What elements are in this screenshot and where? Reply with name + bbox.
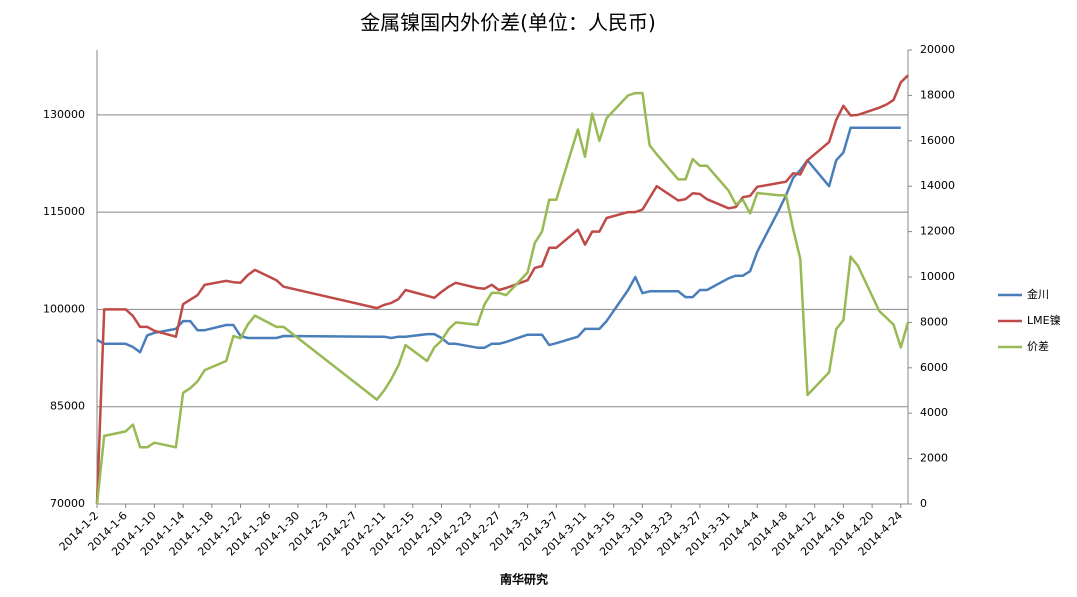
y2-tick-label: 12000: [920, 225, 955, 238]
x-axis-label: 南华研究: [500, 572, 548, 587]
y-tick-label: 100000: [43, 302, 85, 315]
y2-tick-label: 18000: [920, 88, 955, 101]
y2-tick-label: 6000: [920, 361, 948, 374]
y2-tick-label: 2000: [920, 452, 948, 465]
legend-label: LME镍: [1027, 313, 1061, 327]
y-tick-label: 115000: [43, 205, 85, 218]
y-tick-label: 85000: [50, 400, 85, 413]
y2-tick-label: 14000: [920, 179, 955, 192]
y2-tick-label: 20000: [920, 43, 955, 56]
y-tick-label: 130000: [43, 108, 85, 121]
chart-title: 金属镍国内外价差(单位：人民币): [360, 11, 656, 35]
y2-tick-label: 8000: [920, 315, 948, 328]
legend-label: 价差: [1027, 339, 1049, 353]
y2-tick-label: 10000: [920, 270, 955, 283]
series-line: [95, 74, 909, 505]
y2-tick-label: 4000: [920, 406, 948, 419]
y2-tick-label: 16000: [920, 134, 955, 147]
series-line: [95, 91, 910, 505]
y-tick-label: 70000: [50, 497, 85, 510]
y2-tick-label: 0: [920, 497, 927, 510]
legend-label: 金川: [1027, 287, 1049, 301]
